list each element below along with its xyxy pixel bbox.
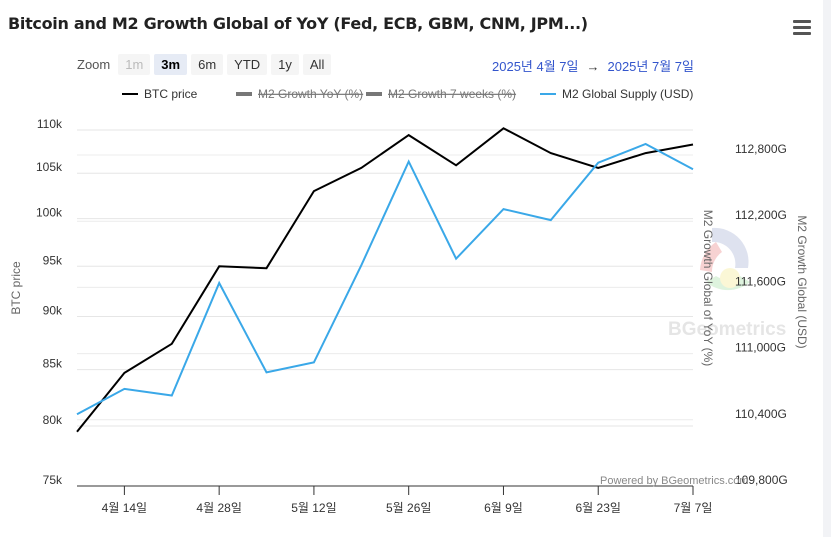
data-point[interactable] <box>644 142 648 146</box>
data-point[interactable] <box>359 263 363 267</box>
data-point[interactable] <box>407 133 411 137</box>
credit-link[interactable]: Powered by BGeometrics.com <box>600 475 749 487</box>
zoom-all-button[interactable]: All <box>302 54 332 75</box>
legend-label: M2 Global Supply (USD) <box>562 87 693 101</box>
zoom-3m-button[interactable]: 3m <box>154 54 188 75</box>
y-left-tick-label: 95k <box>43 253 63 267</box>
y-right-axis-title: M2 Growth Global (USD) <box>795 215 809 348</box>
zoom-label: Zoom <box>77 57 111 72</box>
range-arrow: → <box>586 59 600 74</box>
range-from-input[interactable]: 2025년 4월 7일 <box>492 59 579 74</box>
y-left-tick-label: 100k <box>36 206 63 220</box>
x-tick-label: 6월 9일 <box>484 501 523 515</box>
data-point[interactable] <box>359 166 363 170</box>
watermark-text: BGeometrics <box>668 319 786 340</box>
x-tick-label: 4월 14일 <box>102 501 147 515</box>
legend-item-1[interactable]: M2 Growth YoY (%) <box>236 87 363 101</box>
data-point[interactable] <box>75 430 79 434</box>
y-left-tick-label: 110k <box>37 117 63 131</box>
x-tick-label: 6월 23일 <box>576 501 621 515</box>
x-tick-label: 7월 7일 <box>674 501 713 515</box>
data-point[interactable] <box>691 167 695 171</box>
data-point[interactable] <box>122 387 126 391</box>
y-right-tick-label: 110,400G <box>735 407 787 421</box>
data-point[interactable] <box>217 264 221 268</box>
zoom-1y-button[interactable]: 1y <box>271 54 299 75</box>
y-left-tick-label: 90k <box>43 304 63 318</box>
data-point[interactable] <box>312 360 316 364</box>
data-point[interactable] <box>691 142 695 146</box>
legend-label: M2 Growth YoY (%) <box>258 87 363 101</box>
y-left-tick-label: 75k <box>43 473 63 487</box>
data-point[interactable] <box>170 394 174 398</box>
range-to-input[interactable]: 2025년 7월 7일 <box>607 59 694 74</box>
y-right-tick-label: 111,600G <box>735 274 786 288</box>
hamburger-icon[interactable] <box>793 20 811 38</box>
legend-item-3[interactable]: M2 Global Supply (USD) <box>540 87 693 101</box>
data-point[interactable] <box>312 189 316 193</box>
y-left-tick-label: 80k <box>43 413 63 427</box>
data-point[interactable] <box>596 161 600 165</box>
data-point[interactable] <box>501 207 505 211</box>
zoom-1m-button[interactable]: 1m <box>118 54 151 75</box>
y-left-tick-label: 85k <box>43 357 63 371</box>
data-point[interactable] <box>454 163 458 167</box>
data-point[interactable] <box>644 151 648 155</box>
legend-item-0[interactable]: BTC price <box>122 87 198 101</box>
scrollbar[interactable] <box>823 0 831 537</box>
y-right-tick-label: 109,800G <box>735 473 788 487</box>
data-point[interactable] <box>265 266 269 270</box>
data-point[interactable] <box>170 342 174 346</box>
y-right-tick-label: 112,800G <box>735 142 787 156</box>
data-point[interactable] <box>596 166 600 170</box>
y-right-tick-label: 112,200G <box>735 208 787 222</box>
data-point[interactable] <box>122 371 126 375</box>
y-left-axis-title: BTC price <box>9 261 23 315</box>
data-point[interactable] <box>549 151 553 155</box>
data-point[interactable] <box>501 126 505 130</box>
x-tick-label: 5월 26일 <box>386 501 431 515</box>
x-tick-label: 5월 12일 <box>291 501 336 515</box>
legend-label: M2 Growth 7 weeks (%) <box>388 87 516 101</box>
legend-item-2[interactable]: M2 Growth 7 weeks (%) <box>366 87 516 101</box>
y-left-tick-label: 105k <box>36 160 63 174</box>
legend-label: BTC price <box>144 87 198 101</box>
series-line-3[interactable] <box>76 142 694 416</box>
watermark-logo: BGeometrics <box>668 227 786 340</box>
data-point[interactable] <box>407 160 411 164</box>
date-range: 2025년 4월 7일 → 2025년 7월 7일 <box>492 56 694 75</box>
zoom-ytd-button[interactable]: YTD <box>227 54 268 75</box>
data-point[interactable] <box>217 281 221 285</box>
data-point[interactable] <box>75 412 79 416</box>
x-tick-label: 4월 28일 <box>196 501 241 515</box>
zoom-selector: Zoom 1m 3m 6m YTD 1y All <box>77 54 332 75</box>
data-point[interactable] <box>265 370 269 374</box>
y-right-tick-label: 111,000G <box>735 341 786 355</box>
data-point[interactable] <box>549 218 553 222</box>
zoom-6m-button[interactable]: 6m <box>191 54 224 75</box>
y-mid-axis-title: M2 Growth Global of YoY (%) <box>701 210 715 367</box>
data-point[interactable] <box>454 257 458 261</box>
chart-title: Bitcoin and M2 Growth Global of YoY (Fed… <box>8 14 588 33</box>
series-line-0[interactable] <box>76 127 694 433</box>
